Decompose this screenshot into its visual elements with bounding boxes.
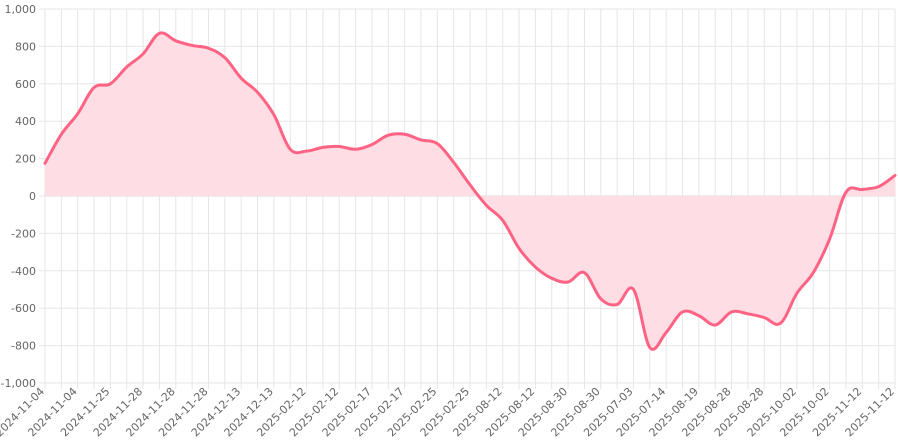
data-point[interactable] — [760, 314, 768, 322]
y-tick-label: 400 — [15, 115, 36, 128]
data-point[interactable] — [319, 143, 327, 151]
data-point[interactable] — [401, 130, 409, 138]
data-point[interactable] — [286, 145, 294, 153]
x-axis-ticks: 2024-11-042024-11-042024-11-252024-11-28… — [0, 385, 897, 439]
data-point[interactable] — [482, 201, 490, 209]
data-point[interactable] — [188, 41, 196, 49]
data-point[interactable] — [237, 74, 245, 82]
data-point[interactable] — [106, 80, 114, 88]
data-point[interactable] — [466, 181, 474, 189]
data-point[interactable] — [597, 295, 605, 303]
y-tick-label: -800 — [11, 340, 36, 353]
data-point[interactable] — [875, 183, 883, 191]
data-point[interactable] — [515, 244, 523, 252]
data-point[interactable] — [368, 141, 376, 149]
data-point[interactable] — [303, 147, 311, 155]
data-point[interactable] — [629, 286, 637, 294]
data-point[interactable] — [352, 145, 360, 153]
y-tick-label: -400 — [11, 265, 36, 278]
data-point[interactable] — [695, 312, 703, 320]
data-point[interactable] — [155, 29, 163, 37]
data-point[interactable] — [858, 185, 866, 193]
data-point[interactable] — [123, 63, 131, 71]
data-point[interactable] — [564, 278, 572, 286]
y-tick-label: 200 — [15, 153, 36, 166]
data-point[interactable] — [826, 235, 834, 243]
data-point[interactable] — [531, 263, 539, 271]
data-point[interactable] — [172, 37, 180, 45]
area-fill-group — [45, 32, 895, 350]
data-point[interactable] — [384, 131, 392, 139]
data-point[interactable] — [270, 111, 278, 119]
data-point[interactable] — [74, 110, 82, 118]
data-point[interactable] — [335, 142, 343, 150]
data-point[interactable] — [41, 159, 49, 167]
data-point[interactable] — [450, 158, 458, 166]
data-point[interactable] — [417, 136, 425, 144]
series-line — [43, 31, 897, 351]
data-point[interactable] — [221, 54, 229, 62]
data-point[interactable] — [548, 274, 556, 282]
data-point[interactable] — [433, 140, 441, 148]
data-point[interactable] — [204, 44, 212, 52]
data-point[interactable] — [580, 269, 588, 277]
area-fill — [45, 32, 895, 350]
y-tick-label: 1,000 — [5, 3, 37, 16]
data-point[interactable] — [646, 343, 654, 351]
data-point[interactable] — [842, 188, 850, 196]
data-point[interactable] — [777, 319, 785, 327]
data-point[interactable] — [728, 308, 736, 316]
data-point[interactable] — [57, 130, 65, 138]
data-point[interactable] — [744, 310, 752, 318]
series-line-group — [41, 29, 897, 351]
y-tick-label: -600 — [11, 302, 36, 315]
data-point[interactable] — [613, 300, 621, 308]
y-tick-label: 0 — [29, 190, 36, 203]
data-point[interactable] — [254, 88, 262, 96]
y-axis-ticks: 1,000 800 600 400 200 0 -200 -400 -600 -800 -1,000 — [1, 3, 45, 390]
y-tick-label: -200 — [11, 227, 36, 240]
y-tick-label: 800 — [15, 40, 36, 53]
data-point[interactable] — [711, 321, 719, 329]
y-tick-label: -1,000 — [1, 377, 36, 390]
data-point[interactable] — [139, 50, 147, 58]
data-point[interactable] — [90, 84, 98, 92]
data-point[interactable] — [662, 329, 670, 337]
data-point[interactable] — [679, 308, 687, 316]
data-point[interactable] — [793, 289, 801, 297]
data-point[interactable] — [809, 269, 817, 277]
y-tick-label: 600 — [15, 78, 36, 91]
data-point[interactable] — [499, 216, 507, 224]
